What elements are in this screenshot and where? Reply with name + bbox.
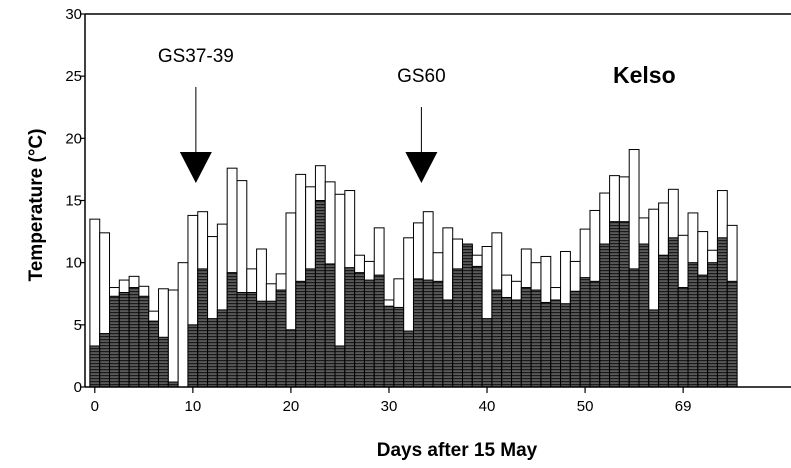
min-temp-bar (187, 324, 199, 387)
min-temp-bar (412, 278, 424, 387)
min-temp-bar (344, 267, 356, 387)
min-temp-bar (314, 200, 326, 387)
min-temp-bar (148, 320, 160, 387)
min-temp-bar (295, 280, 307, 387)
min-temp-bar (687, 262, 699, 387)
x-tick-label: 50 (577, 398, 594, 415)
min-temp-bar (452, 268, 464, 387)
growth-stage-label: GS37-39 (158, 46, 234, 67)
min-temp-bar (628, 268, 640, 387)
min-temp-bar (432, 280, 444, 387)
min-temp-bar (226, 272, 238, 387)
x-axis-title: Days after 15 May (377, 440, 538, 461)
min-temp-bar (442, 299, 454, 387)
max-temp-bar (167, 289, 179, 387)
min-temp-bar (491, 289, 503, 387)
min-temp-bar (638, 243, 650, 387)
min-temp-bar (99, 333, 111, 387)
min-temp-bar (363, 279, 375, 387)
min-temp-bar (569, 290, 581, 387)
min-temp-bar (324, 263, 336, 387)
min-temp-bar (334, 345, 346, 387)
min-temp-bar (462, 243, 473, 387)
y-tick-label: 25 (65, 68, 82, 85)
min-temp-bar (599, 243, 611, 387)
y-tick-label: 0 (74, 379, 82, 396)
max-temp-bar (177, 262, 189, 387)
min-temp-bar (618, 221, 630, 387)
min-temp-bar (109, 295, 120, 387)
growth-stage-arrow-head (405, 152, 438, 183)
growth-stage-arrow-head (179, 152, 212, 183)
min-temp-bar (511, 299, 522, 387)
min-temp-bar (89, 345, 101, 387)
min-temp-bar (520, 287, 532, 387)
annotation-group: GS37-39 GS60 (158, 46, 446, 183)
min-temp-bar (658, 254, 669, 387)
min-temp-bar (403, 330, 414, 387)
min-temp-bar (501, 296, 513, 387)
growth-stage-label: GS60 (397, 66, 446, 87)
min-temp-bar (305, 268, 316, 387)
min-temp-bar (373, 274, 385, 387)
min-temp-bar (138, 295, 150, 387)
min-temp-bar (471, 265, 483, 387)
min-temp-bar (609, 221, 620, 387)
x-tick-label: 69 (675, 398, 692, 415)
x-tick-label: 30 (381, 398, 398, 415)
min-temp-bar (275, 289, 287, 387)
min-temp-bar (550, 299, 562, 387)
min-temp-bar (422, 279, 434, 387)
min-temp-bar (589, 280, 601, 387)
min-temp-bar (726, 280, 738, 387)
min-temp-bar (285, 329, 297, 387)
min-temp-bar (579, 277, 591, 387)
y-tick-label: 15 (65, 193, 82, 210)
x-tick-label: 10 (185, 398, 202, 415)
y-tick-label: 5 (74, 317, 82, 334)
min-temp-bar (530, 289, 542, 387)
y-tick-label: 30 (65, 6, 82, 23)
min-temp-bar (128, 287, 140, 387)
min-temp-bar (393, 306, 405, 387)
x-tick-label: 20 (283, 398, 300, 415)
min-temp-bar (354, 272, 365, 387)
min-temp-bar (197, 268, 209, 387)
min-temp-bar (677, 287, 689, 387)
min-temp-bar (540, 301, 552, 387)
min-temp-bar (236, 292, 248, 387)
min-temp-bar (118, 292, 130, 387)
station-label: Kelso (613, 62, 676, 88)
min-temp-bar (481, 318, 493, 387)
min-temp-bar (707, 262, 718, 387)
min-temp-bar (158, 336, 169, 387)
y-axis-title: Temperature (°C) (26, 129, 47, 282)
y-tick-label: 10 (65, 255, 82, 272)
min-temp-bar (216, 309, 228, 387)
bar-group (89, 149, 738, 387)
y-tick-label: 20 (65, 130, 82, 147)
min-temp-bar (207, 318, 218, 387)
x-tick-label: 0 (91, 398, 99, 415)
min-temp-bar (560, 303, 571, 387)
tick-group: 0 5 10 15 20 25 30 0 10 20 30 40 50 69 (65, 6, 691, 415)
min-temp-bar (697, 274, 709, 387)
min-temp-bar (256, 300, 267, 387)
min-temp-bar (648, 309, 660, 387)
min-temp-bar (265, 300, 277, 387)
min-temp-bar (716, 237, 728, 387)
min-temp-bar (667, 237, 679, 387)
min-temp-bar (246, 292, 258, 387)
min-temp-bar (383, 305, 395, 387)
x-tick-label: 40 (479, 398, 496, 415)
